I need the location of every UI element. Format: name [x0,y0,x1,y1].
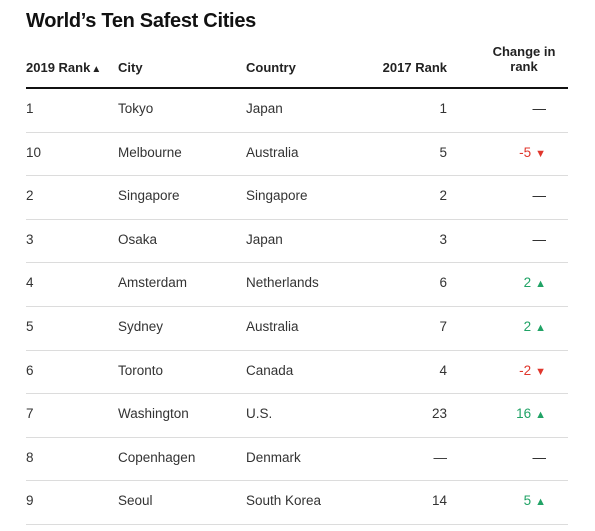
change-in-rank-cell: 2 ▲ [524,319,546,334]
table-row: 1 Tokyo Japan 1 — [26,89,568,133]
arrow-down-icon: ▼ [535,365,546,378]
table-row: 6 Toronto Canada 4 -2 ▼ [26,351,568,395]
city-cell: Toronto [118,362,164,378]
rank-2017-cell: — [433,449,448,465]
change-value: -5 [519,144,532,160]
rankings-table: 2019 Rank▲ City Country 2017 Rank Change… [26,42,568,525]
change-value: 2 [523,318,532,334]
rank-2017-cell: 1 [439,101,447,116]
change-value: — [532,231,547,247]
table-row: 9 Seoul South Korea 14 5 ▲ [26,481,568,525]
rank-2017-cell: 5 [439,144,447,160]
country-cell: Australia [246,144,299,160]
table-header: 2019 Rank▲ City Country 2017 Rank Change… [26,42,568,89]
table-row: 4 Amsterdam Netherlands 6 2 ▲ [26,263,568,307]
change-in-rank-cell: 16 ▲ [516,406,546,421]
header-change-in-rank[interactable]: Change in rank [484,44,564,74]
arrow-up-icon: ▲ [535,496,546,509]
rank-2017-cell: 3 [439,231,447,247]
sort-ascending-icon: ▲ [91,64,102,75]
change-in-rank-cell: 2 ▲ [524,275,546,290]
table-row: 8 Copenhagen Denmark — — [26,438,568,482]
city-cell: Seoul [118,493,153,509]
header-2017-rank[interactable]: 2017 Rank [382,60,447,75]
rank-2019-cell: 7 [26,406,34,422]
header-2019-rank[interactable]: 2019 Rank▲ [26,60,101,75]
country-cell: Japan [246,101,283,116]
header-city[interactable]: City [118,60,143,75]
rank-2017-cell: 4 [439,362,447,378]
table-row: 10 Melbourne Australia 5 -5 ▼ [26,133,568,177]
country-cell: Denmark [246,449,301,465]
rank-2017-cell: 7 [439,318,447,334]
rank-2019-cell: 8 [26,449,34,465]
change-value: 2 [523,275,532,291]
rank-2019-cell: 6 [26,362,34,378]
header-2019-rank-label: 2019 Rank [26,60,91,75]
rank-2019-cell: 3 [26,231,34,247]
header-change-line-1: Change in [492,44,556,59]
country-cell: U.S. [246,406,273,422]
arrow-up-icon: ▲ [535,409,546,422]
table-body: 1 Tokyo Japan 1—10 Melbourne Australia 5 -5 ▼ 2 Si… [26,89,568,525]
page-title: World’s Ten Safest Cities [26,10,256,32]
arrow-down-icon: ▼ [535,147,546,160]
city-cell: Sydney [118,318,164,334]
city-cell: Amsterdam [118,275,188,291]
city-cell: Osaka [118,231,158,247]
header-country[interactable]: Country [246,60,296,75]
change-value: — [532,449,547,465]
rank-2019-cell: 2 [26,188,34,204]
country-cell: Netherlands [246,275,319,291]
arrow-up-icon: ▲ [535,321,546,334]
change-in-rank-cell: — [533,232,547,247]
rank-2017-cell: 6 [439,275,447,291]
change-value: -2 [519,362,532,378]
country-cell: Japan [246,231,283,247]
country-cell: South Korea [246,493,322,509]
change-in-rank-cell: — [533,101,547,116]
city-cell: Melbourne [118,144,182,160]
change-value: — [532,188,547,204]
change-in-rank-cell: -2 ▼ [519,363,546,378]
city-cell: Copenhagen [118,449,196,465]
rank-2017-cell: 23 [431,406,447,422]
rank-2019-cell: 9 [26,493,34,509]
change-in-rank-cell: — [533,450,547,465]
table-row: 2 Singapore Singapore 2 — [26,176,568,220]
change-value: 16 [516,406,532,422]
rank-2019-cell: 5 [26,318,34,334]
table-row: 7 Washington U.S. 23 16 ▲ [26,394,568,438]
table-row: 3 Osaka Japan 3 — [26,220,568,264]
change-in-rank-cell: — [533,188,547,203]
rank-2019-cell: 4 [26,275,34,291]
city-cell: Singapore [118,188,180,204]
rank-2019-cell: 1 [26,101,34,116]
city-cell: Washington [118,406,189,422]
header-change-line-2: rank [510,59,538,74]
change-value: 5 [523,493,532,509]
table-row: 5 Sydney Australia 7 2 ▲ [26,307,568,351]
arrow-up-icon: ▲ [535,278,546,291]
change-value: — [532,101,547,116]
country-cell: Singapore [246,188,308,204]
change-in-rank-cell: -5 ▼ [519,145,546,160]
change-in-rank-cell: 5 ▲ [524,493,546,508]
country-cell: Australia [246,318,299,334]
rank-2017-cell: 14 [431,493,447,509]
rank-2017-cell: 2 [439,188,447,204]
rank-2019-cell: 10 [26,144,42,160]
country-cell: Canada [246,362,294,378]
city-cell: Tokyo [118,101,154,116]
